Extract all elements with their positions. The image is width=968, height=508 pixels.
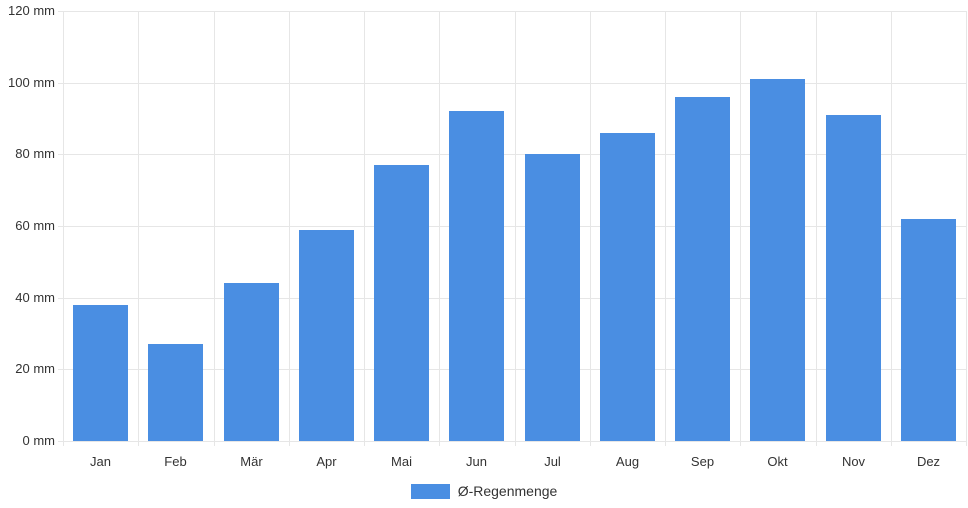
x-axis-label-sep: Sep: [690, 454, 715, 469]
bar-feb[interactable]: [148, 344, 203, 441]
legend[interactable]: Ø-Regenmenge: [0, 481, 968, 501]
y-axis-tick-label-100: 100 mm: [8, 75, 55, 90]
y-gridline-0: [58, 441, 966, 442]
x-gridline-4: [364, 11, 365, 446]
bar-dez[interactable]: [901, 219, 956, 441]
x-gridline-3: [289, 11, 290, 446]
y-gridline-100: [58, 83, 966, 84]
x-axis-label-nov: Nov: [841, 454, 866, 469]
x-gridline-11: [891, 11, 892, 446]
x-gridline-5: [439, 11, 440, 446]
y-gridline-120: [58, 11, 966, 12]
x-gridline-2: [214, 11, 215, 446]
legend-swatch: [410, 483, 450, 499]
y-axis-tick-label-0: 0 mm: [22, 433, 56, 448]
x-axis-label-jul: Jul: [544, 454, 561, 469]
x-gridline-10: [816, 11, 817, 446]
x-gridline-1: [138, 11, 139, 446]
x-axis-label-feb: Feb: [164, 454, 187, 469]
y-gridline-80: [58, 154, 966, 155]
x-gridline-8: [665, 11, 666, 446]
y-axis-tick-label-60: 60 mm: [15, 218, 55, 233]
x-axis-label-mai: Mai: [391, 454, 412, 469]
y-gridline-40: [58, 298, 966, 299]
x-axis-label-dez: Dez: [916, 454, 941, 469]
x-axis-label-aug: Aug: [615, 454, 640, 469]
legend-label: Ø-Regenmenge: [457, 483, 558, 499]
y-axis-tick-label-120: 120 mm: [8, 3, 55, 18]
y-gridline-60: [58, 226, 966, 227]
bar-jun[interactable]: [449, 111, 504, 441]
bar-sep[interactable]: [675, 97, 730, 441]
x-gridline-7: [590, 11, 591, 446]
bar-mar[interactable]: [224, 283, 279, 441]
x-axis-label-jun: Jun: [466, 454, 487, 469]
x-axis-label-okt: Okt: [767, 454, 788, 469]
x-gridline-0: [63, 11, 64, 446]
y-axis-tick-label-20: 20 mm: [15, 361, 55, 376]
x-axis-label-mar: Mär: [240, 454, 263, 469]
y-axis-tick-label-40: 40 mm: [15, 290, 55, 305]
y-axis-tick-label-80: 80 mm: [15, 146, 55, 161]
bar-mai[interactable]: [374, 165, 429, 441]
y-gridline-20: [58, 369, 966, 370]
bar-jul[interactable]: [525, 154, 580, 441]
bar-apr[interactable]: [299, 230, 354, 441]
bar-jan[interactable]: [73, 305, 128, 441]
bar-okt[interactable]: [750, 79, 805, 441]
x-axis-label-jan: Jan: [90, 454, 111, 469]
x-gridline-6: [515, 11, 516, 446]
bar-nov[interactable]: [826, 115, 881, 441]
bar-aug[interactable]: [600, 133, 655, 441]
x-gridline-12: [966, 11, 967, 446]
x-gridline-9: [740, 11, 741, 446]
x-axis-label-apr: Apr: [316, 454, 337, 469]
